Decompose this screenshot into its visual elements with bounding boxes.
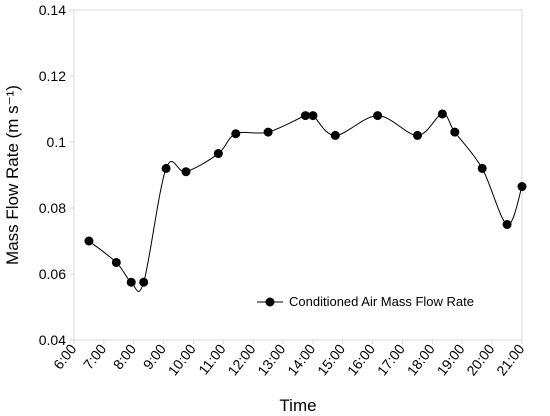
y-tick-label: 0.14 <box>39 2 66 18</box>
data-point <box>181 167 191 177</box>
legend: Conditioned Air Mass Flow Rate <box>257 294 474 309</box>
x-tick-label: 12:00 <box>224 341 258 379</box>
x-tick-label: 18:00 <box>404 341 438 379</box>
x-tick-label: 20:00 <box>463 341 497 379</box>
data-point <box>126 277 136 287</box>
x-tick-label: 15:00 <box>314 341 348 379</box>
x-tick-label: 8:00 <box>110 341 140 372</box>
x-tick-label: 21:00 <box>493 341 527 379</box>
data-point <box>308 111 318 121</box>
y-axis-title: Mass Flow Rate (m s⁻¹) <box>3 85 22 265</box>
data-point <box>300 111 310 121</box>
data-point <box>502 220 512 229</box>
series-line <box>88 112 523 292</box>
data-point <box>263 127 273 137</box>
x-tick-label: 10:00 <box>165 341 199 379</box>
data-point <box>517 182 527 192</box>
data-point <box>330 130 340 140</box>
data-point <box>373 111 383 121</box>
x-tick-label: 19:00 <box>433 341 467 379</box>
data-points <box>84 109 527 287</box>
x-tick-label: 13:00 <box>254 341 288 379</box>
y-tick-label: 0.06 <box>39 266 66 282</box>
legend-marker <box>265 297 275 307</box>
x-tick-label: 16:00 <box>344 341 378 379</box>
data-point <box>450 127 460 137</box>
x-axis-title: Time <box>279 396 316 415</box>
data-point <box>477 163 487 173</box>
x-axis-ticks: 6:00 7:00 8:00 9:0010:0011:0012:0013:0014:0… <box>50 340 527 379</box>
data-point <box>84 236 94 246</box>
y-tick-label: 0.08 <box>39 200 66 216</box>
x-tick-label: 11:00 <box>195 341 229 378</box>
x-tick-label: 14:00 <box>284 341 318 379</box>
x-tick-label: 17:00 <box>374 341 408 379</box>
y-tick-label: 0.12 <box>39 68 66 84</box>
data-point <box>213 149 223 159</box>
data-point <box>412 130 422 140</box>
data-point <box>231 129 241 139</box>
data-point <box>161 163 171 173</box>
legend-label: Conditioned Air Mass Flow Rate <box>289 294 474 309</box>
x-tick-label: 7:00 <box>80 341 110 372</box>
y-tick-label: 0.1 <box>47 134 67 150</box>
data-point <box>111 257 121 267</box>
plot-area <box>73 9 523 341</box>
y-tick-label: 0.04 <box>39 332 66 348</box>
y-axis-ticks: 0.04 0.06 0.08 0.1 0.12 0.14 <box>39 2 74 348</box>
data-point <box>139 277 149 287</box>
data-point <box>437 109 447 119</box>
